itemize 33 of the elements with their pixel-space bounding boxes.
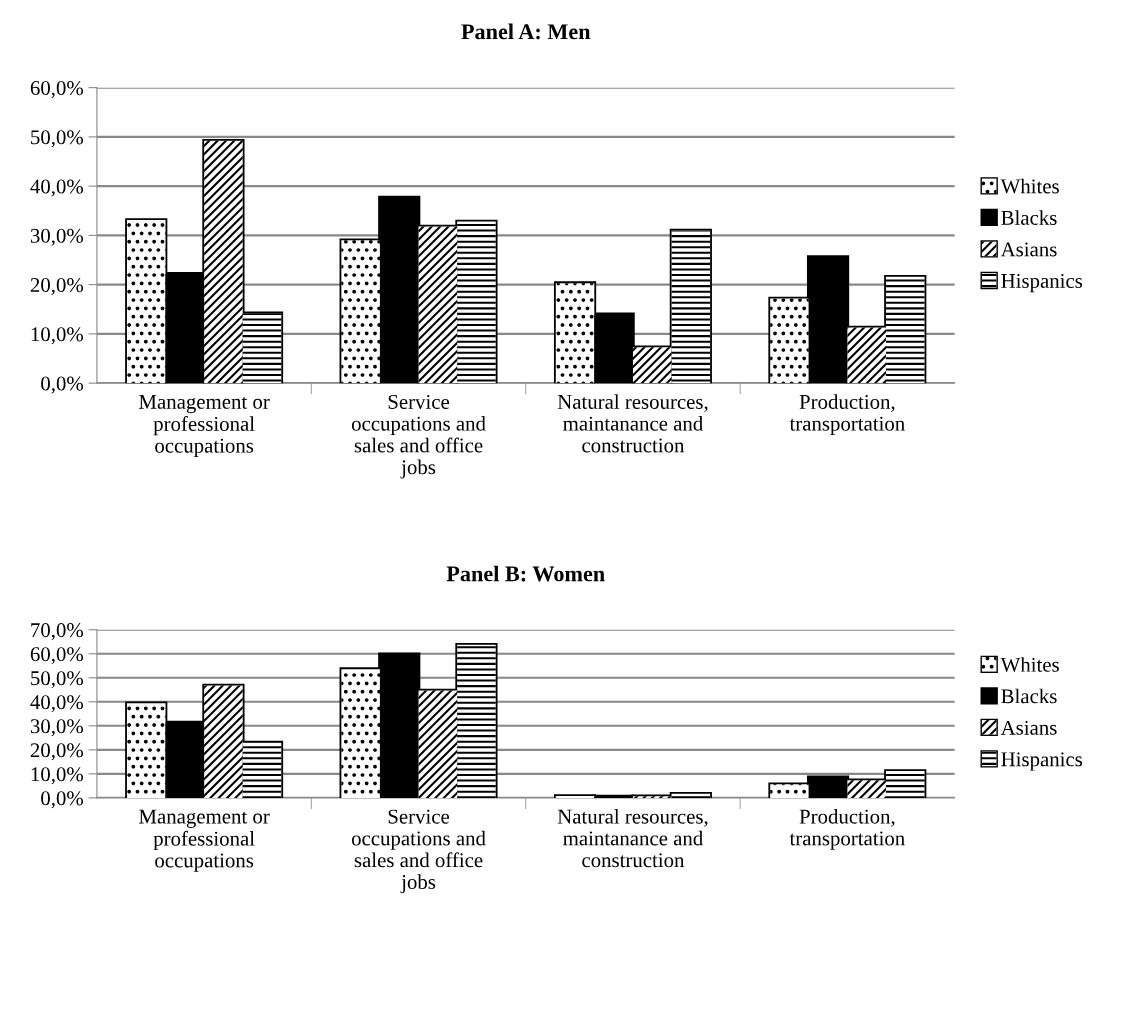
x-tick-label: Production, transportation <box>789 808 905 850</box>
legend-label: Whites <box>1000 657 1059 672</box>
x-tick-label: Production, transportation <box>789 394 905 435</box>
x-tick-label: Natural resources, maintanance and construction <box>557 808 708 868</box>
y-tick-label: 10,0% <box>31 327 84 345</box>
legend-label: Blacks <box>1001 210 1057 225</box>
y-tick-label: 40,0% <box>30 179 84 197</box>
y-tick-label: 30,0% <box>30 228 84 246</box>
y-tick-label: 40,0% <box>30 695 84 713</box>
x-tick-label: Service occupations and sales and office jobs <box>351 394 486 479</box>
legend-label: Asians <box>1000 242 1057 257</box>
y-tick-label: 70,0% <box>31 623 84 641</box>
y-tick-label: 20,0% <box>30 278 84 296</box>
legend-label: Asians <box>1000 720 1057 735</box>
x-tick-label: Service occupations and sales and office jobs <box>351 809 486 894</box>
y-tick-label: 30,0% <box>30 719 84 737</box>
y-tick-label: 50,0% <box>31 130 84 148</box>
x-tick-label: Management or professional occupations <box>139 395 270 457</box>
x-tick-label: Management or professional occupations <box>139 809 270 872</box>
legend-label: Whites <box>1000 178 1059 194</box>
x-tick-label: Natural resources, maintanance and construction <box>557 394 708 453</box>
legend-label: Hispanics <box>1001 752 1083 771</box>
y-tick-label: 50,0% <box>31 671 84 689</box>
y-tick-label: 0,0% <box>41 791 84 809</box>
chart-title: Panel A: Men <box>461 23 591 40</box>
chart-title: Panel B: Women <box>446 565 605 582</box>
y-tick-label: 60,0% <box>30 81 84 99</box>
y-tick-label: 10,0% <box>31 767 84 785</box>
legend-label: Hispanics <box>1001 273 1083 293</box>
y-tick-label: 20,0% <box>30 743 84 761</box>
y-tick-label: 0,0% <box>41 376 84 394</box>
legend-label: Blacks <box>1001 688 1057 704</box>
y-tick-label: 60,0% <box>30 647 84 665</box>
